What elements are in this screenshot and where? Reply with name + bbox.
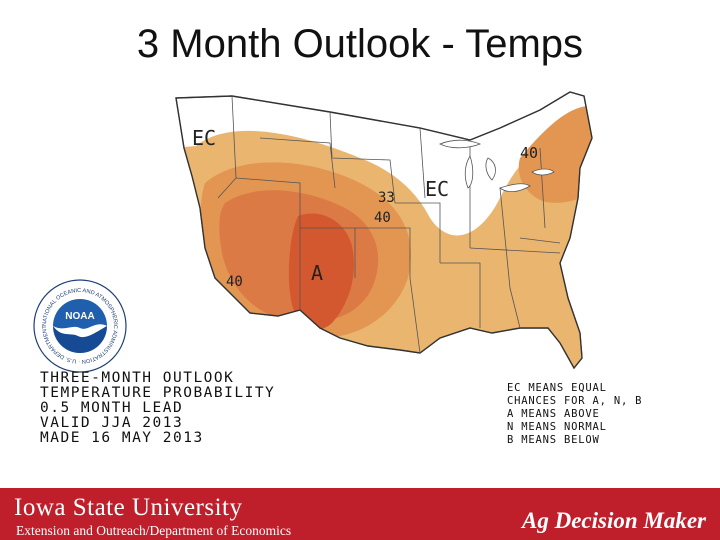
lake-huron <box>485 157 496 181</box>
label-ec-midwest: EC <box>425 177 449 201</box>
info-block: THREE-MONTH OUTLOOK TEMPERATURE PROBABIL… <box>40 370 275 446</box>
label-ec-northwest: EC <box>192 126 216 150</box>
outlook-map: EC 40 33 EC 40 40 A NOAA NATIONAL OCEANI… <box>0 88 720 450</box>
legend-line-1: EC MEANS EQUAL <box>507 382 607 394</box>
label-40-southwest: 40 <box>226 274 243 290</box>
footer-bar: Iowa State University Extension and Outr… <box>0 488 720 540</box>
label-40-northeast: 40 <box>520 144 538 162</box>
noaa-logo: NOAA NATIONAL OCEANIC AND ATMOSPHERIC AD… <box>0 88 127 373</box>
info-line-2: TEMPERATURE PROBABILITY <box>40 385 275 401</box>
label-40-central: 40 <box>374 210 391 226</box>
label-a-south-central: A <box>311 261 323 285</box>
label-33-central: 33 <box>378 190 395 206</box>
lake-superior <box>439 139 482 149</box>
info-line-4: VALID JJA 2013 <box>40 415 183 431</box>
university-wordmark: Iowa State University <box>14 494 243 521</box>
lake-erie <box>499 183 531 192</box>
lake-ontario <box>531 168 555 176</box>
slide-title: 3 Month Outlook - Temps <box>136 22 584 66</box>
prob-band-60 <box>288 213 354 330</box>
legend-line-5: B MEANS BELOW <box>507 434 600 446</box>
noaa-logo-text: NOAA <box>65 311 94 322</box>
lake-michigan <box>464 155 474 189</box>
department-text: Extension and Outreach/Department of Eco… <box>16 523 292 538</box>
great-lakes <box>439 139 555 192</box>
brand-wordmark: Ag Decision Maker <box>522 508 706 533</box>
legend-line-2: CHANCES FOR A, N, B <box>507 395 642 407</box>
legend-line-4: N MEANS NORMAL <box>507 421 607 433</box>
legend-line-3: A MEANS ABOVE <box>507 408 600 420</box>
legend-block: EC MEANS EQUAL CHANCES FOR A, N, B A MEA… <box>507 382 642 446</box>
us-land <box>175 91 593 370</box>
us-border <box>175 91 593 370</box>
outlook-map-svg: EC 40 33 EC 40 40 A NOAA NATIONAL OCEANI… <box>0 88 642 446</box>
info-line-3: 0.5 MONTH LEAD <box>40 400 183 416</box>
info-line-1: THREE-MONTH OUTLOOK <box>40 370 234 386</box>
info-line-5: MADE 16 MAY 2013 <box>40 430 204 446</box>
